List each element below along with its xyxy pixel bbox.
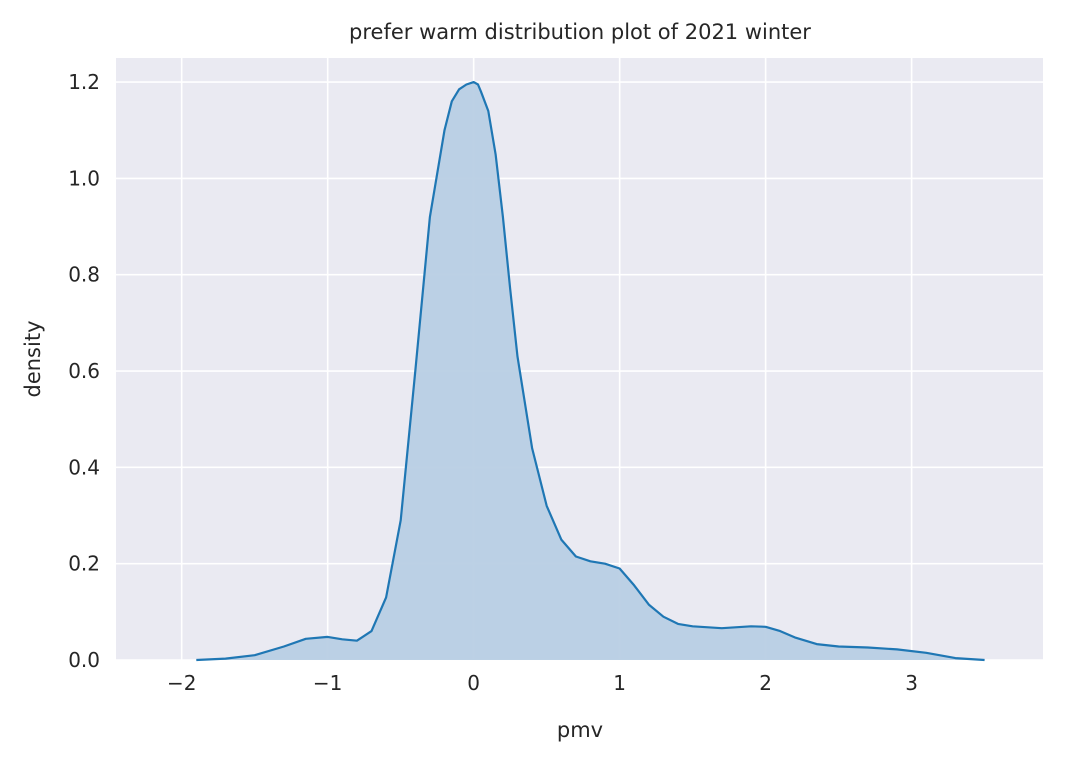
y-tick-label: 0.6 (68, 359, 100, 383)
chart-title: prefer warm distribution plot of 2021 wi… (349, 20, 811, 44)
x-tick-label: 3 (905, 671, 918, 695)
density-series (196, 81, 985, 662)
x-tick-label: 1 (613, 671, 626, 695)
y-tick-labels: 0.0 0.2 0.4 0.6 0.8 1.0 1.2 (68, 70, 100, 672)
y-axis-label: density (21, 321, 45, 398)
x-tick-labels: −2 −1 0 1 2 3 (167, 671, 918, 695)
x-tick-label: 2 (759, 671, 772, 695)
x-tick-label: 0 (467, 671, 480, 695)
y-tick-label: 0.2 (68, 552, 100, 576)
y-tick-label: 0.8 (68, 263, 100, 287)
x-tick-label: −2 (167, 671, 196, 695)
y-tick-label: 0.0 (68, 648, 100, 672)
x-tick-label: −1 (313, 671, 342, 695)
density-curve (196, 81, 985, 662)
x-axis-label: pmv (557, 718, 603, 742)
y-tick-label: 1.0 (68, 166, 100, 190)
y-tick-label: 1.2 (68, 70, 100, 94)
y-tick-label: 0.4 (68, 455, 100, 479)
